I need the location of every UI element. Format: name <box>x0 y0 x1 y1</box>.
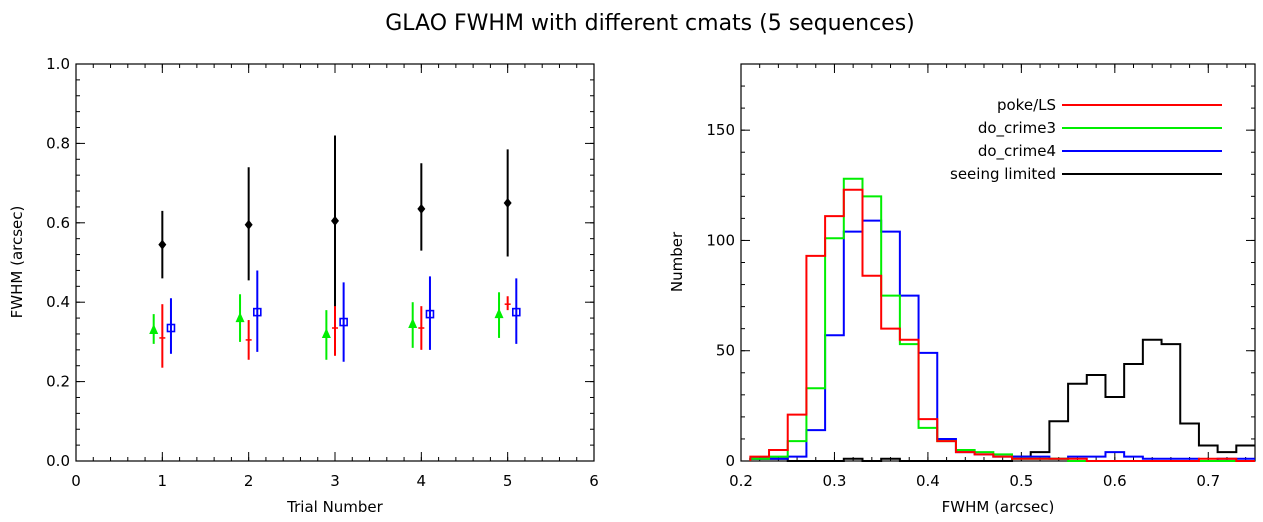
left-x-tick-label: 0 <box>71 472 81 490</box>
left-x-tick-label: 6 <box>589 472 599 490</box>
diamond-marker <box>158 239 167 250</box>
triangle-marker <box>408 318 418 329</box>
square-marker <box>166 323 176 333</box>
left-x-tick-label: 5 <box>503 472 513 490</box>
right-panel: 0.2 0.3 0.4 0.5 0.6 0.7 0 50 100 150 poke/LS do_cr… <box>668 63 1256 516</box>
right-y-tick-label: 0 <box>725 452 735 470</box>
right-x-tick-label: 0.6 <box>1103 472 1127 490</box>
right-x-tick-label: 0.4 <box>916 472 940 490</box>
legend-label: do_crime3 <box>978 119 1056 138</box>
legend-label: poke/LS <box>997 96 1056 114</box>
square-marker <box>339 317 348 327</box>
left-y-tick-label: 0.4 <box>46 293 70 311</box>
left-y-tick-label: 0.0 <box>46 452 70 470</box>
left-y-tick-label: 0.6 <box>46 214 70 232</box>
left-panel: 0 1 2 3 4 5 6 0.0 0.2 0.4 0.6 0.8 1.0 Trial Number F… <box>8 55 599 516</box>
triangle-marker <box>321 327 331 338</box>
histogram-poke_ls <box>749 188 1255 462</box>
left-series <box>149 135 521 368</box>
left-x-label: Trial Number <box>286 498 384 516</box>
legend-label: do_crime4 <box>978 142 1056 161</box>
left-y-tick-label: 1.0 <box>46 55 70 73</box>
triangle-marker <box>149 323 159 334</box>
left-x-tick-label: 3 <box>330 472 340 490</box>
left-y-tick-label: 0.8 <box>46 134 70 152</box>
histogram-seeing <box>749 338 1255 462</box>
left-y-tick-label: 0.2 <box>46 373 70 391</box>
diamond-marker <box>331 215 339 226</box>
diamond-marker <box>417 203 426 214</box>
figure-title: GLAO FWHM with different cmats (5 sequen… <box>385 11 915 36</box>
right-x-tick-label: 0.3 <box>823 472 847 490</box>
right-x-tick-label: 0.7 <box>1196 472 1220 490</box>
right-histograms <box>749 177 1255 462</box>
right-y-tick-label: 150 <box>706 121 735 139</box>
right-x-tick-label: 0.2 <box>729 472 753 490</box>
left-y-label: FWHM (arcsec) <box>8 206 26 319</box>
triangle-marker <box>235 312 245 323</box>
left-x-tick-label: 2 <box>244 472 254 490</box>
square-marker <box>425 309 435 319</box>
diamond-marker <box>244 219 253 230</box>
diamond-marker <box>503 197 512 208</box>
right-axes: 0.2 0.3 0.4 0.5 0.6 0.7 0 50 100 150 <box>706 63 1255 490</box>
square-marker <box>253 307 262 317</box>
right-y-tick-label: 50 <box>716 342 735 360</box>
triangle-marker <box>494 308 504 319</box>
right-y-label: Number <box>668 231 686 292</box>
square-marker <box>511 307 521 317</box>
left-axes: 0 1 2 3 4 5 6 0.0 0.2 0.4 0.6 0.8 1.0 <box>46 55 599 490</box>
right-y-tick-label: 100 <box>706 231 735 249</box>
right-x-label: FWHM (arcsec) <box>942 498 1055 516</box>
left-x-tick-label: 1 <box>158 472 168 490</box>
left-x-tick-label: 4 <box>417 472 427 490</box>
right-x-tick-label: 0.5 <box>1009 472 1033 490</box>
legend-label: seeing limited <box>950 165 1056 183</box>
